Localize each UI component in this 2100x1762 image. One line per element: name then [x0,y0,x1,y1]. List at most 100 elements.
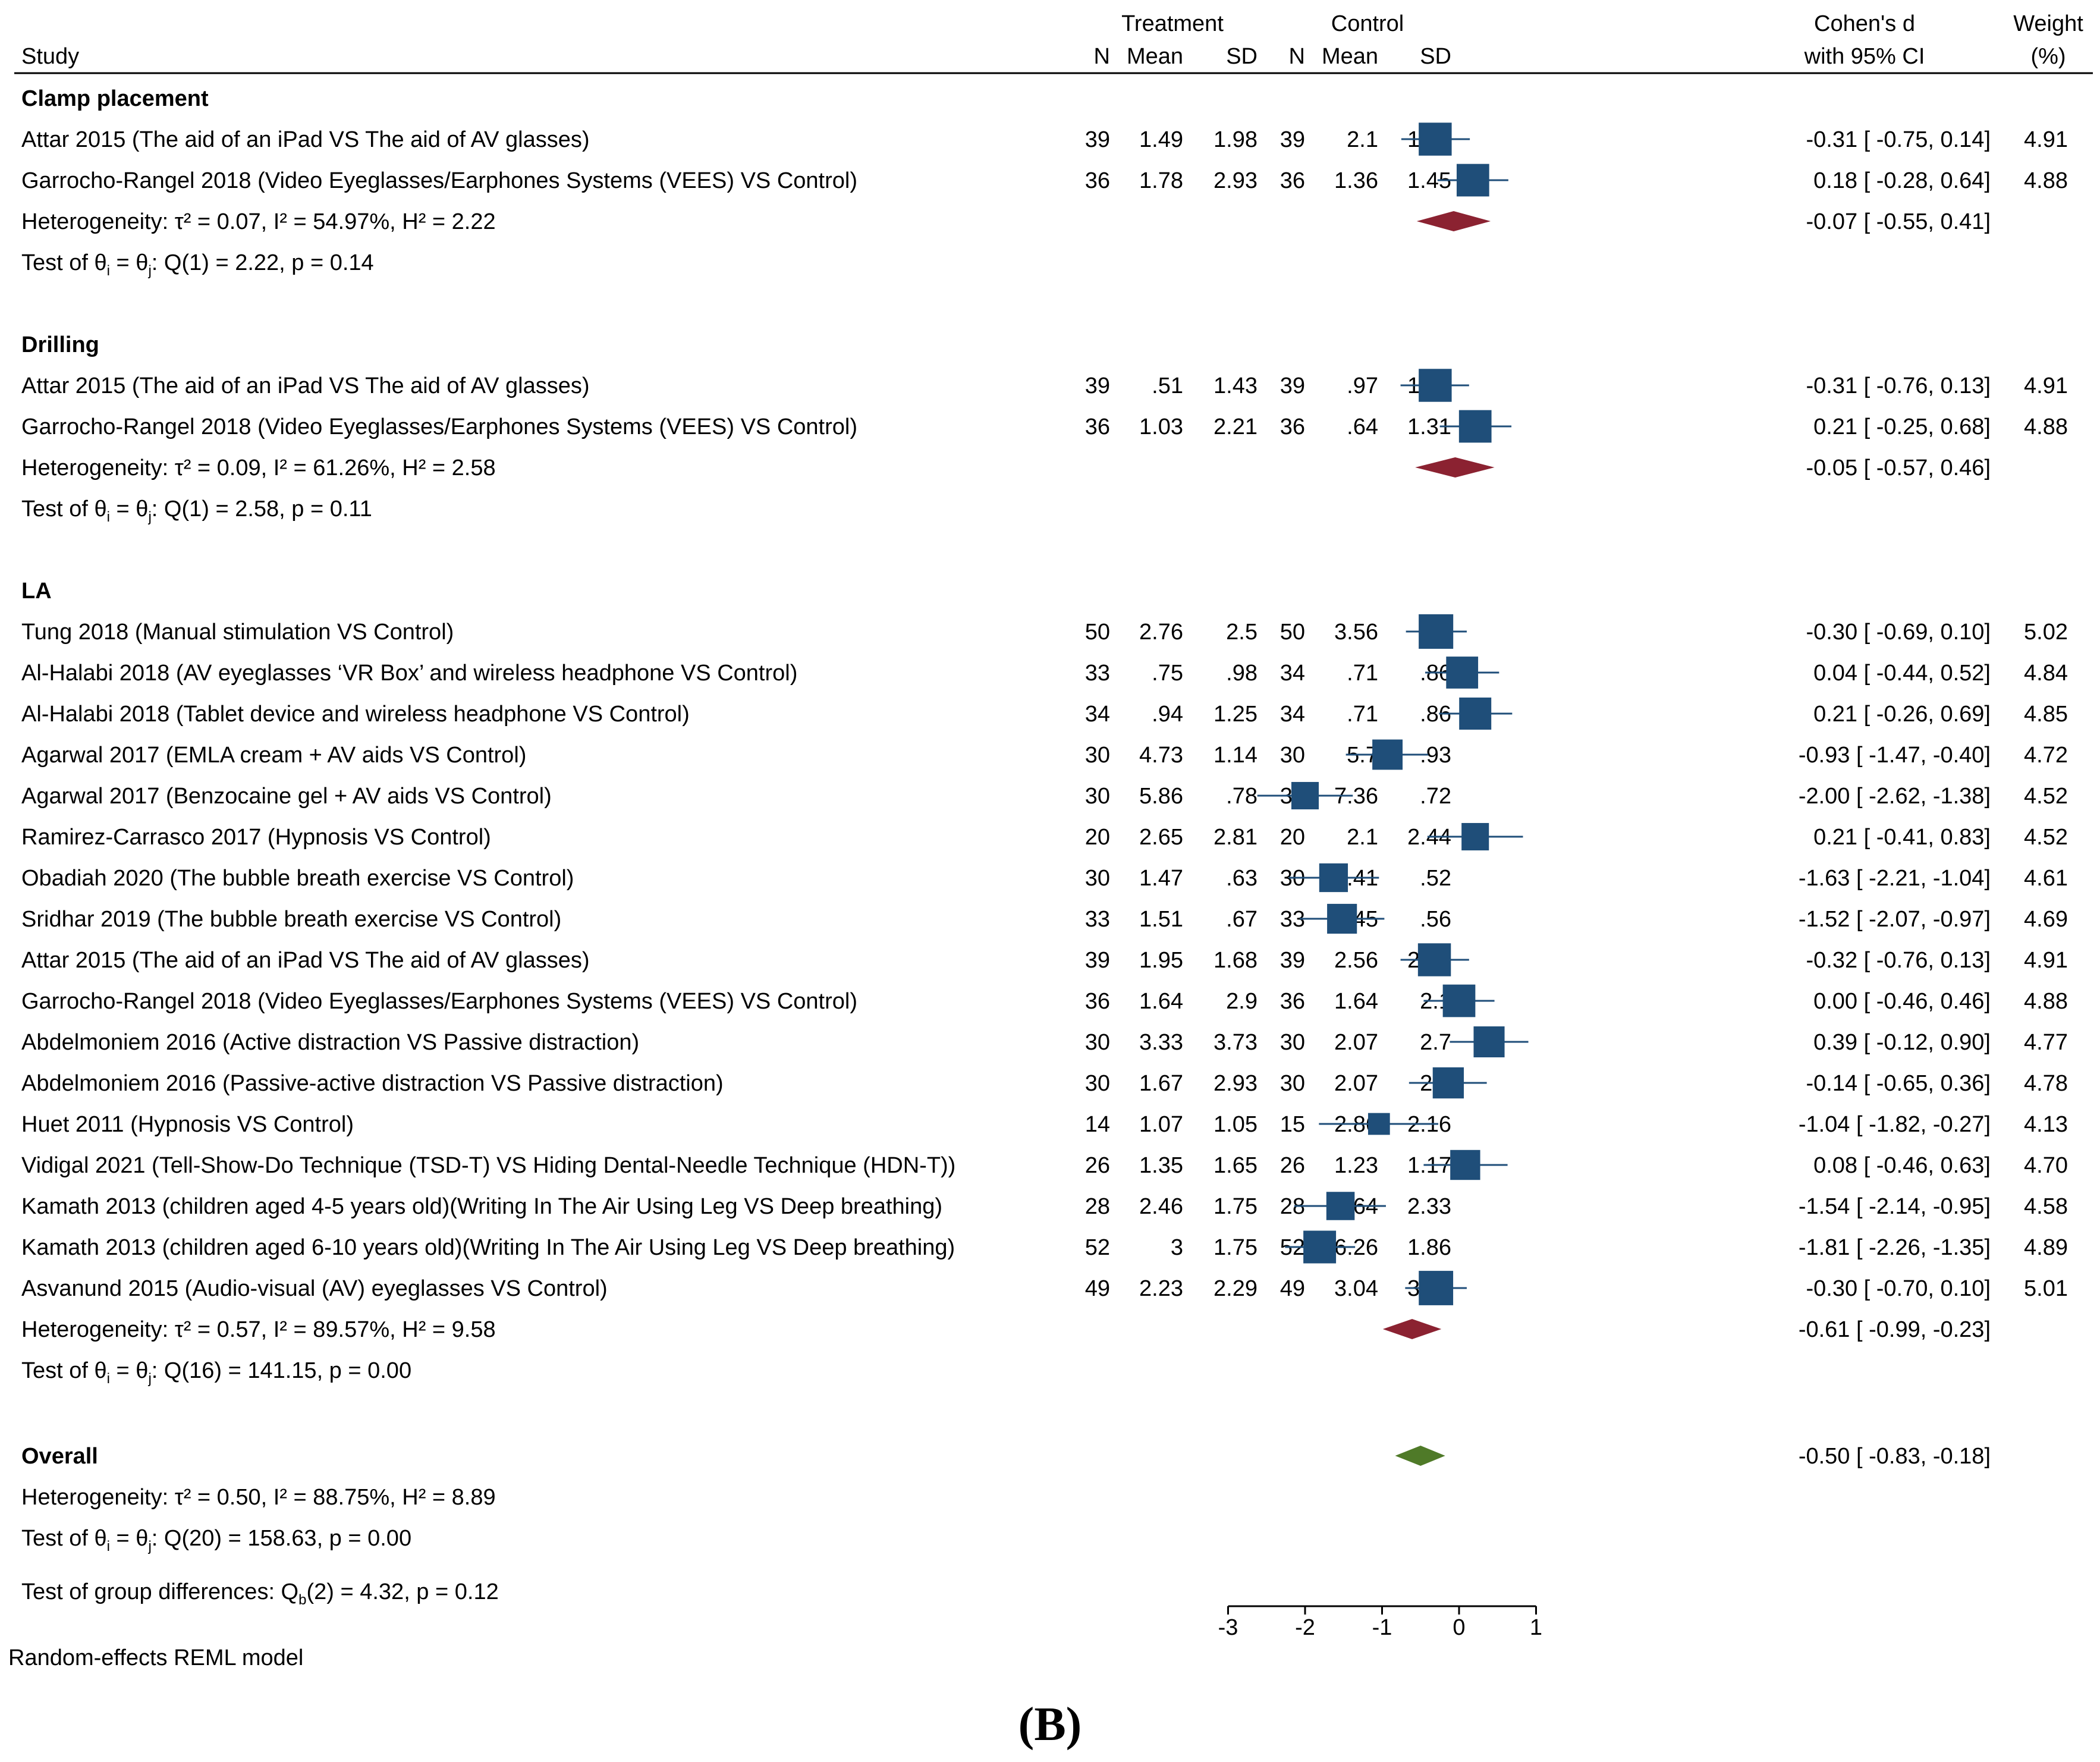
header-ci: with 95% CI [1804,44,1925,69]
ctrl-mean: 2.1 [1347,127,1378,152]
treat-sd: .63 [1226,866,1258,891]
treat-mean: 1.51 [1139,907,1183,932]
treat-mean: 2.76 [1139,620,1183,645]
effect-ci: -0.31 [ -0.75, 0.14] [1806,127,1991,152]
treat-mean: 1.49 [1139,127,1183,152]
study-label: Attar 2015 (The aid of an iPad VS The ai… [21,948,590,973]
effect-ci: 0.08 [ -0.46, 0.63] [1813,1153,1991,1178]
subgroup-heterogeneity: Heterogeneity: τ² = 0.09, I² = 61.26%, H… [21,456,496,480]
study-label: Obadiah 2020 (The bubble breath exercise… [21,866,574,891]
header-effect: Cohen's d [1814,11,1915,36]
effect-ci: 0.18 [ -0.28, 0.64] [1813,168,1991,193]
ctrl-n: 39 [1280,127,1305,152]
subgroup-test: Test of θi = θj: Q(1) = 2.58, p = 0.11 [21,497,372,525]
treat-n: 52 [1085,1235,1110,1260]
ctrl-n: 20 [1280,825,1305,850]
effect-marker [1459,698,1492,730]
effect-ci: -0.32 [ -0.76, 0.13] [1806,948,1991,973]
treat-n: 36 [1085,989,1110,1014]
study-label: Kamath 2013 (children aged 4-5 years old… [21,1194,942,1219]
study-label: Agarwal 2017 (Benzocaine gel + AV aids V… [21,784,552,809]
x-tick-label: 1 [1530,1615,1542,1640]
weight-value: 4.91 [2024,948,2068,973]
x-tick-label: 0 [1453,1615,1465,1640]
study-label: Garrocho-Rangel 2018 (Video Eyeglasses/E… [21,989,857,1014]
header-ctrl-n: N [1289,44,1305,69]
overall-title: Overall [21,1444,98,1469]
treat-mean: 1.47 [1139,866,1183,891]
treat-n: 49 [1085,1276,1110,1301]
effect-marker [1473,1026,1505,1058]
treat-n: 33 [1085,661,1110,686]
treat-sd: 2.93 [1214,1071,1258,1096]
subgroup-effect-ci: -0.05 [ -0.57, 0.46] [1806,456,1991,480]
effect-marker [1456,164,1489,197]
ctrl-sd: .56 [1420,907,1451,932]
effect-marker [1319,863,1348,893]
treat-sd: 1.98 [1214,127,1258,152]
treat-sd: 1.68 [1214,948,1258,973]
ctrl-n: 30 [1280,743,1305,768]
effect-marker [1419,614,1454,649]
effect-ci: -1.54 [ -2.14, -0.95] [1799,1194,1991,1219]
study-label: Attar 2015 (The aid of an iPad VS The ai… [21,127,590,152]
treat-n: 39 [1085,948,1110,973]
effect-marker [1446,657,1479,689]
effect-ci: 0.21 [ -0.26, 0.69] [1813,702,1991,727]
study-label: Abdelmoniem 2016 (Active distraction VS … [21,1030,639,1055]
ctrl-n: 30 [1280,1071,1305,1096]
effect-ci: 0.39 [ -0.12, 0.90] [1813,1030,1991,1055]
header-treat-n: N [1094,44,1110,69]
subgroup-diamond [1415,457,1495,478]
subgroup-diamond [1382,1319,1442,1339]
header-treat-mean: Mean [1127,44,1183,69]
study-label: Al-Halabi 2018 (AV eyeglasses ‘VR Box’ a… [21,661,797,686]
ctrl-mean: .71 [1347,702,1378,727]
effect-ci: 0.00 [ -0.46, 0.46] [1813,989,1991,1014]
header-ctrl-mean: Mean [1322,44,1378,69]
ctrl-n: 49 [1280,1276,1305,1301]
effect-marker [1419,1271,1454,1305]
treat-mean: .75 [1152,661,1183,686]
ctrl-n: 36 [1280,168,1305,193]
header-ctrl-sd: SD [1420,44,1451,69]
ctrl-mean: .97 [1347,373,1378,398]
treat-sd: .67 [1226,907,1258,932]
x-tick-label: -2 [1295,1615,1315,1640]
ctrl-mean: 1.64 [1334,989,1378,1014]
weight-value: 4.72 [2024,743,2068,768]
treat-sd: 2.21 [1214,414,1258,439]
effect-marker [1326,1192,1355,1220]
weight-value: 4.91 [2024,373,2068,398]
ctrl-sd: 1.86 [1407,1235,1451,1260]
study-label: Asvanund 2015 (Audio-visual (AV) eyeglas… [21,1276,608,1301]
weight-value: 4.58 [2024,1194,2068,1219]
ctrl-n: 30 [1280,1030,1305,1055]
treat-mean: 5.86 [1139,784,1183,809]
weight-value: 4.77 [2024,1030,2068,1055]
treat-sd: 3.73 [1214,1030,1258,1055]
ctrl-n: 26 [1280,1153,1305,1178]
treat-mean: 2.65 [1139,825,1183,850]
overall-effect-ci: -0.50 [ -0.83, -0.18] [1799,1444,1991,1469]
study-label: Sridhar 2019 (The bubble breath exercise… [21,907,561,932]
header-treatment: Treatment [1121,11,1224,36]
subgroup-test: Test of θi = θj: Q(16) = 141.15, p = 0.0… [21,1358,411,1387]
treat-sd: .78 [1226,784,1258,809]
treat-sd: 1.65 [1214,1153,1258,1178]
treat-mean: 3.33 [1139,1030,1183,1055]
effect-marker [1442,984,1476,1017]
treat-mean: 1.07 [1139,1112,1183,1137]
effect-marker [1461,822,1489,851]
study-label: Agarwal 2017 (EMLA cream + AV aids VS Co… [21,743,526,768]
treat-n: 28 [1085,1194,1110,1219]
effect-ci: -0.31 [ -0.76, 0.13] [1806,373,1991,398]
treat-n: 39 [1085,373,1110,398]
effect-marker [1372,739,1403,770]
treat-mean: 1.64 [1139,989,1183,1014]
effect-ci: -2.00 [ -2.62, -1.38] [1799,784,1991,809]
treat-mean: 2.46 [1139,1194,1183,1219]
subgroup-diamond [1416,211,1491,231]
weight-value: 4.89 [2024,1235,2068,1260]
effect-ci: -0.14 [ -0.65, 0.36] [1806,1071,1991,1096]
